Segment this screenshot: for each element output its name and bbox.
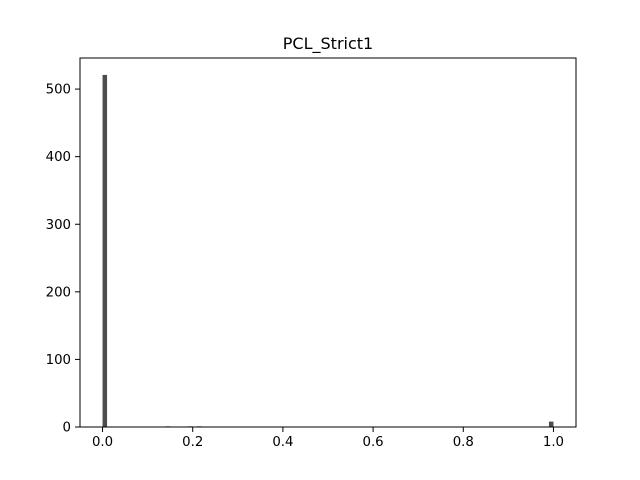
x-tick-label-2: 0.4 — [272, 435, 293, 450]
x-tick-label-1: 0.2 — [182, 435, 203, 450]
bars-layer — [102, 74, 554, 428]
y-tick-label-0: 0 — [63, 421, 71, 436]
x-tick-label-4: 0.8 — [453, 435, 474, 450]
x-tick-label-0: 0.0 — [92, 435, 113, 450]
histogram-bar-0 — [102, 74, 108, 428]
histogram-bar-4 — [548, 421, 554, 427]
x-tick-label-3: 0.6 — [363, 435, 384, 450]
y-tick-label-2: 200 — [46, 285, 71, 300]
x-tick-label-5: 1.0 — [543, 435, 564, 450]
y-tick-label-1: 100 — [46, 353, 71, 368]
chart-title: PCL_Strict1 — [283, 34, 373, 54]
y-tick-label-4: 400 — [46, 150, 71, 165]
y-tick-label-5: 500 — [46, 83, 71, 98]
y-axis: 0 100 200 300 400 500 — [46, 83, 80, 436]
y-tick-label-3: 300 — [46, 218, 71, 233]
x-axis: 0.0 0.2 0.4 0.6 0.8 1.0 — [92, 427, 564, 450]
plot-frame — [79, 57, 577, 428]
